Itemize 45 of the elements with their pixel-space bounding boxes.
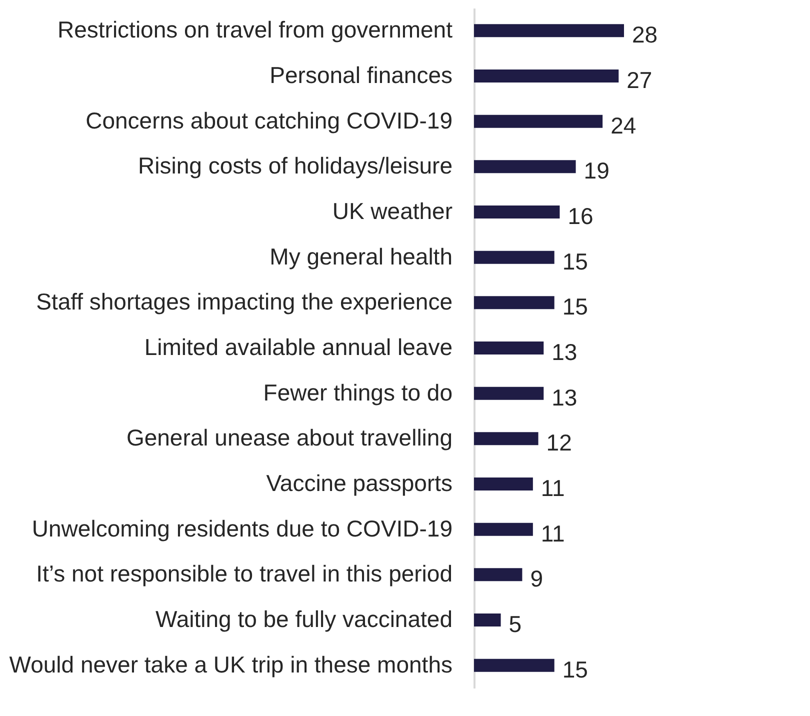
y-tick-label: My general health	[270, 243, 452, 270]
bar	[474, 386, 544, 400]
y-tick-label: Personal finances	[270, 62, 452, 88]
data-label: 15	[562, 294, 588, 320]
bar	[474, 70, 619, 82]
data-label: 5	[508, 611, 522, 637]
y-tick-label: Rising costs of holidays/leisure	[138, 152, 452, 179]
y-tick-label: Concerns about catching COVID-19	[86, 107, 452, 134]
data-label: 11	[540, 475, 565, 501]
y-tick-label: Fewer things to do	[263, 379, 452, 406]
data-label: 12	[546, 430, 572, 456]
data-label: 13	[552, 339, 578, 365]
data-label: 16	[568, 203, 594, 229]
bar	[474, 432, 538, 446]
bar	[474, 296, 554, 310]
bar	[474, 658, 554, 672]
y-tick-label: Waiting to be fully vaccinated	[155, 606, 452, 632]
bar	[474, 114, 603, 128]
y-tick-label: Would never take a UK trip in these months	[9, 651, 452, 678]
y-tick-label: Vaccine passports	[266, 470, 452, 496]
bar	[474, 206, 560, 218]
data-label: 19	[584, 158, 610, 184]
data-label: 9	[530, 566, 544, 592]
y-tick-label: Limited available annual leave	[144, 334, 452, 360]
data-label: 11	[540, 520, 565, 546]
y-tick-label: UK weather	[332, 198, 453, 224]
bar	[474, 614, 501, 626]
bar	[474, 160, 576, 174]
data-label: 28	[632, 22, 658, 48]
y-tick-label: Restrictions on travel from government	[58, 16, 454, 43]
data-label: 24	[610, 112, 636, 138]
y-tick-label: Staff shortages impacting the experience	[36, 288, 452, 315]
bar	[474, 478, 533, 490]
y-tick-label: It’s not responsible to travel in this period	[36, 560, 452, 587]
bar	[474, 522, 533, 536]
data-label: 27	[626, 67, 652, 93]
bar	[474, 342, 544, 354]
data-label: 13	[552, 384, 578, 410]
data-label: 15	[562, 248, 588, 274]
data-label: 15	[562, 656, 588, 682]
y-tick-label: General unease about travelling	[126, 424, 452, 451]
bar	[474, 250, 554, 264]
bar	[474, 24, 624, 38]
bar	[474, 568, 522, 582]
y-tick-label: Unwelcoming residents due to COVID-19	[32, 515, 452, 542]
